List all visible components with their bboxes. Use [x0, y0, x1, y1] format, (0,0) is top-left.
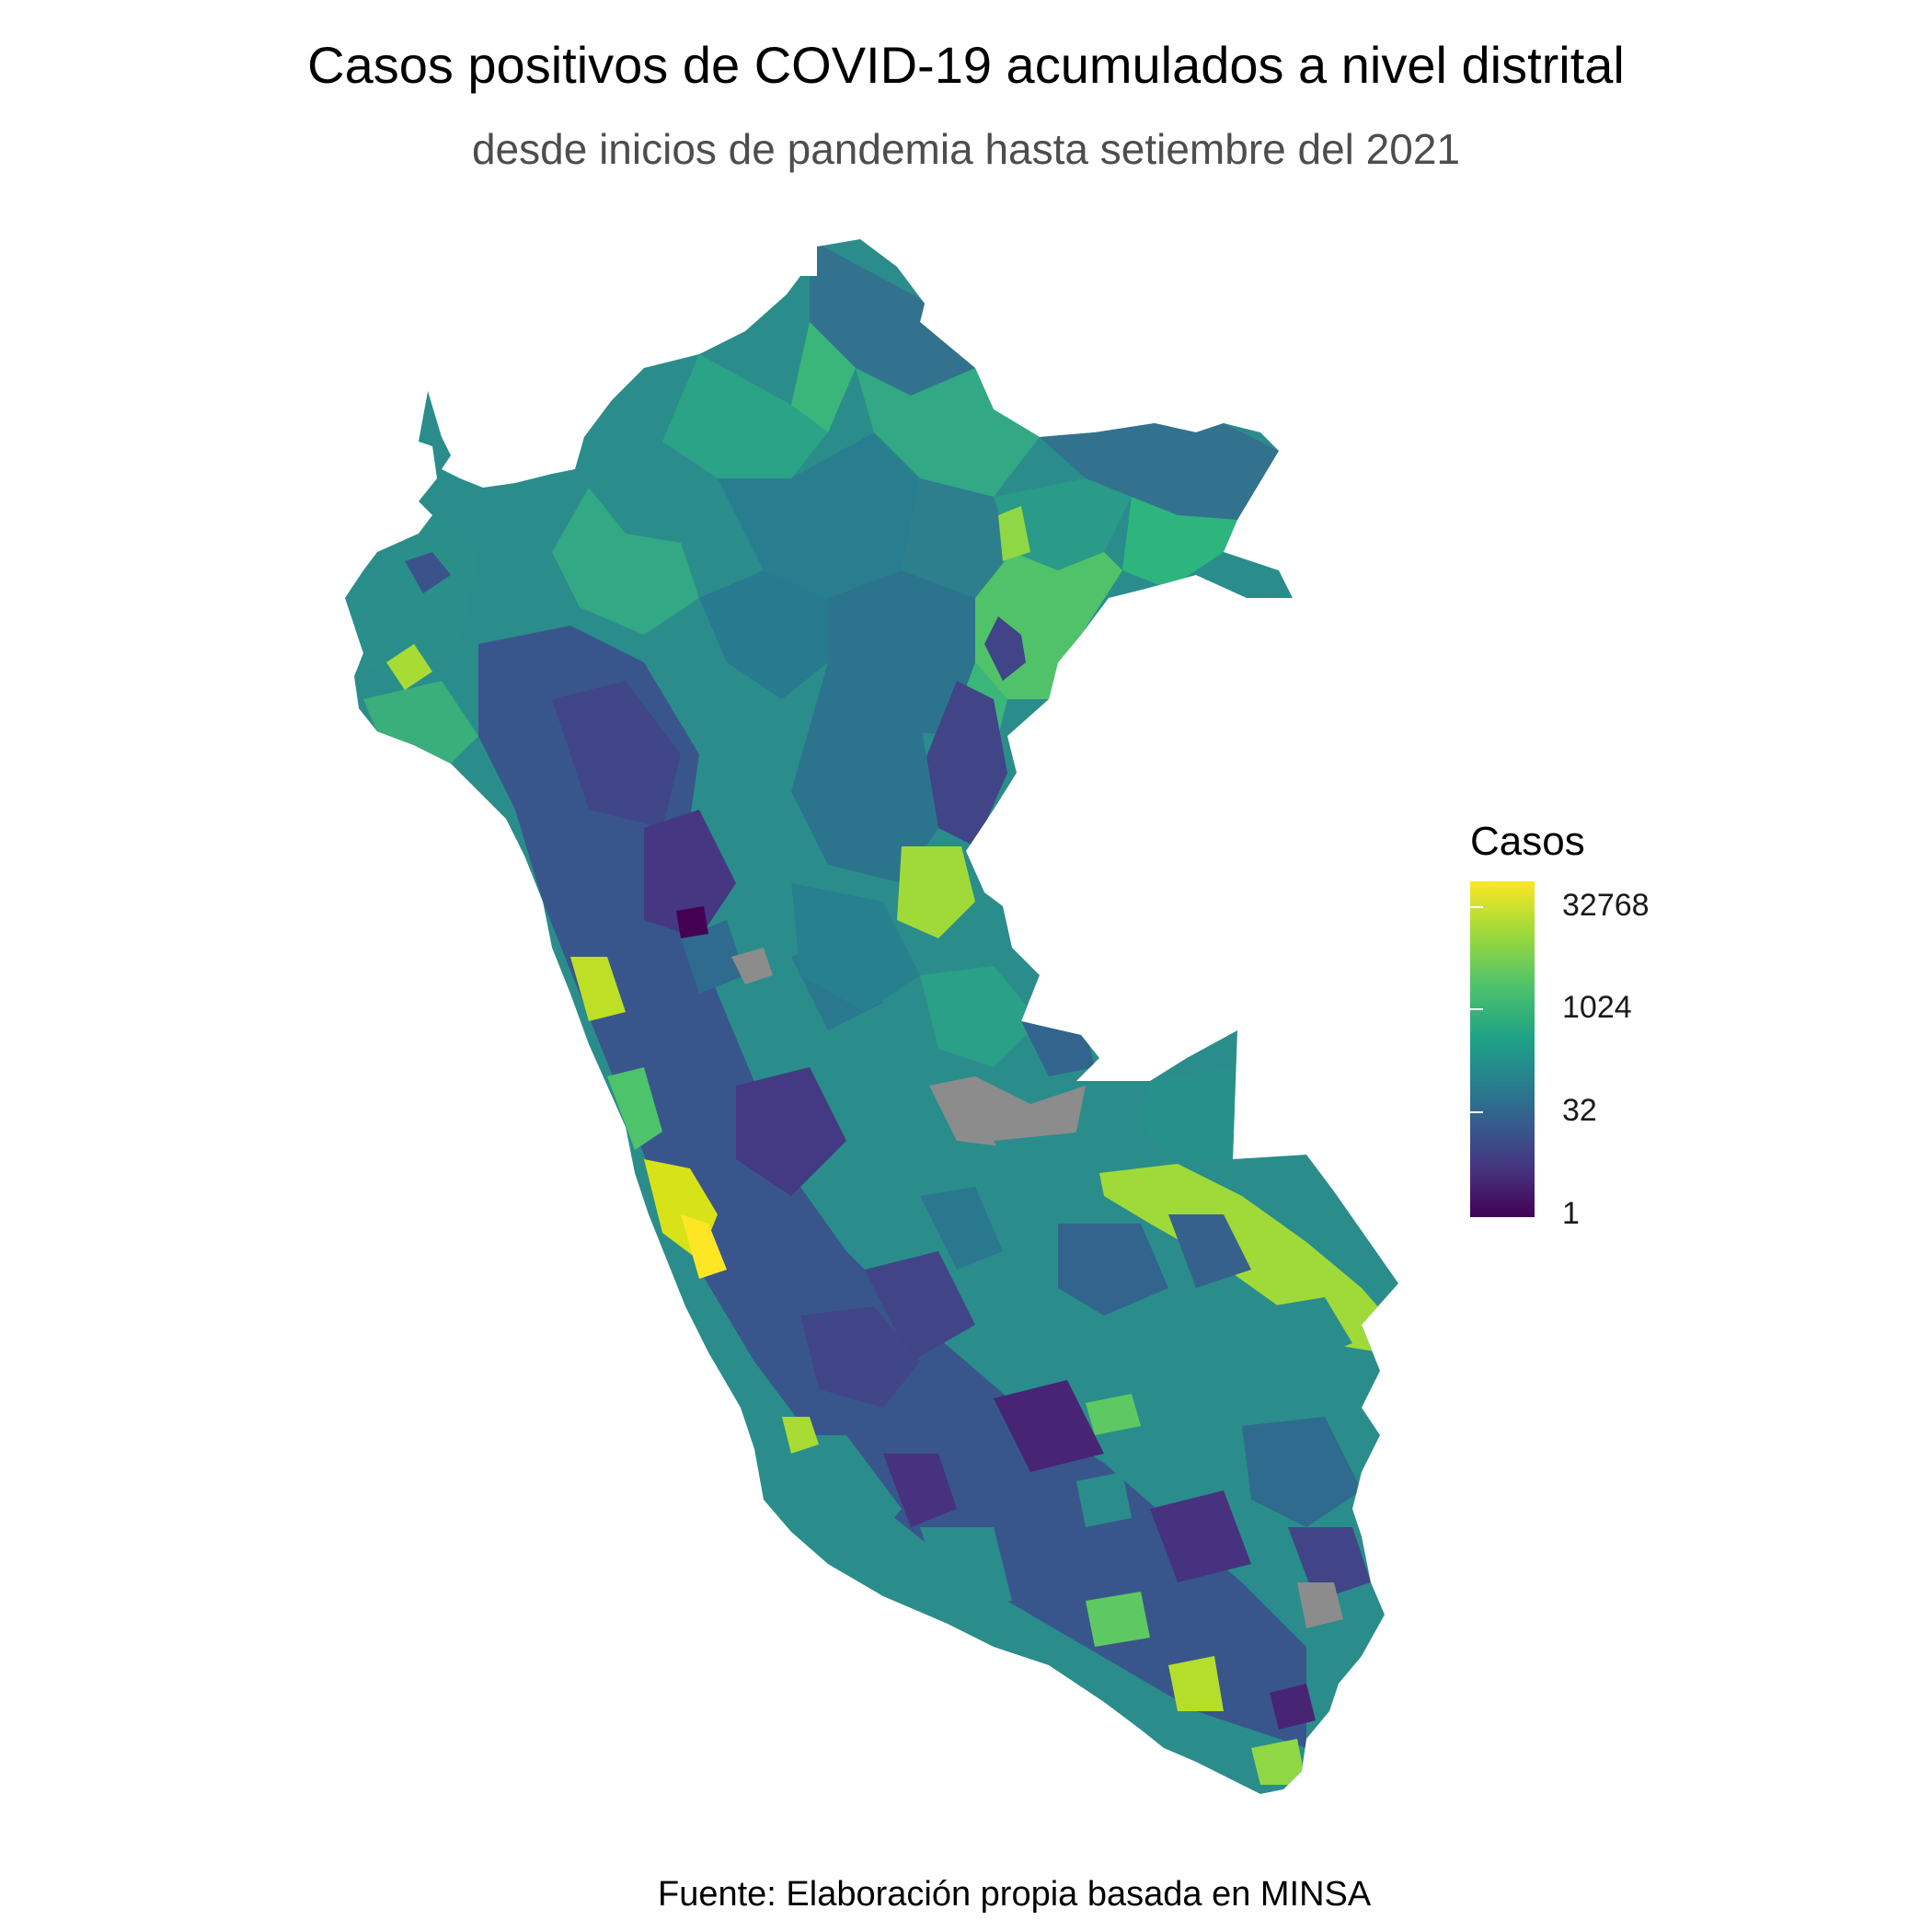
legend-tick-label-32768: 32768	[1562, 888, 1650, 923]
legend-tick	[1535, 906, 1547, 908]
map-title: Casos positivos de COVID-19 acumulados a…	[307, 36, 1625, 94]
source-caption: Fuente: Elaboración propia basada en MIN…	[658, 1875, 1372, 1914]
legend-tick	[1470, 1008, 1483, 1010]
legend-tick-label-1024: 1024	[1562, 990, 1632, 1025]
legend-tick	[1535, 1008, 1547, 1010]
legend-tick	[1470, 906, 1483, 908]
legend-tick	[1535, 1111, 1547, 1113]
legend-tick-label-32: 32	[1562, 1093, 1597, 1128]
legend-tick-label-1: 1	[1562, 1196, 1580, 1231]
legend-title: Casos	[1470, 819, 1585, 864]
legend-tick	[1470, 1111, 1483, 1113]
legend-colorbar	[1470, 881, 1535, 1217]
map-subtitle: desde inicios de pandemia hasta setiembr…	[471, 125, 1461, 173]
